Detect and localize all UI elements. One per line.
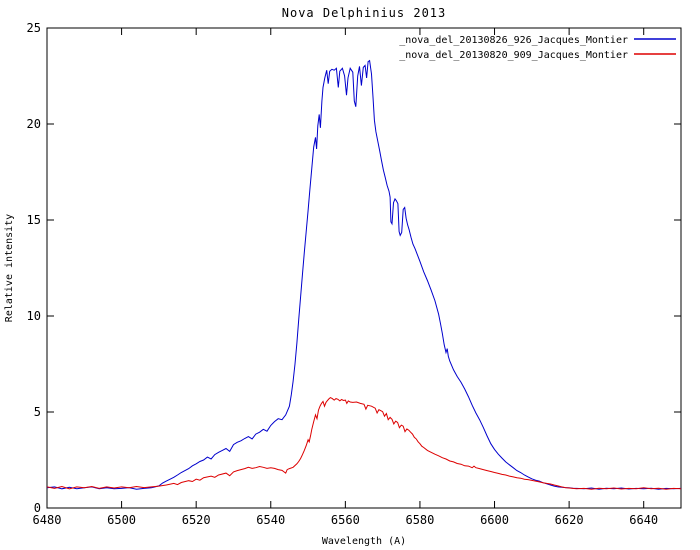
x-tick-label: 6580 — [405, 513, 434, 527]
y-tick-label: 5 — [34, 405, 41, 419]
y-tick-label: 20 — [27, 117, 41, 131]
x-axis-label: Wavelength (A) — [322, 536, 406, 547]
x-tick-label: 6500 — [107, 513, 136, 527]
legend-label-series-2: _nova_del_20130820_909_Jacques_Montier — [399, 50, 628, 61]
legend: _nova_del_20130826_926_Jacques_Montier _… — [399, 35, 676, 61]
series-line-1 — [46, 59, 682, 490]
data-series — [46, 59, 682, 490]
y-axis-ticks: 0 5 10 15 20 25 — [27, 21, 681, 515]
x-tick-label: 6620 — [555, 513, 584, 527]
series-line-2 — [46, 396, 682, 490]
y-tick-label: 15 — [27, 213, 41, 227]
x-tick-label: 6560 — [331, 513, 360, 527]
x-tick-label: 6640 — [629, 513, 658, 527]
y-tick-label: 10 — [27, 309, 41, 323]
x-axis-ticks: 6480 6500 6520 6540 6560 6580 6600 6620 6640 — [33, 28, 658, 527]
legend-label-series-1: _nova_del_20130826_926_Jacques_Montier — [399, 35, 628, 46]
chart-title: Nova Delphinius 2013 — [282, 6, 447, 20]
x-tick-label: 6480 — [33, 513, 62, 527]
plot-border — [46, 27, 682, 509]
x-tick-label: 6540 — [256, 513, 285, 527]
y-tick-label: 25 — [27, 21, 41, 35]
x-tick-label: 6600 — [480, 513, 509, 527]
x-tick-label: 6520 — [182, 513, 211, 527]
y-tick-label: 0 — [34, 501, 41, 515]
y-axis-label: Relative intensity — [4, 214, 15, 322]
